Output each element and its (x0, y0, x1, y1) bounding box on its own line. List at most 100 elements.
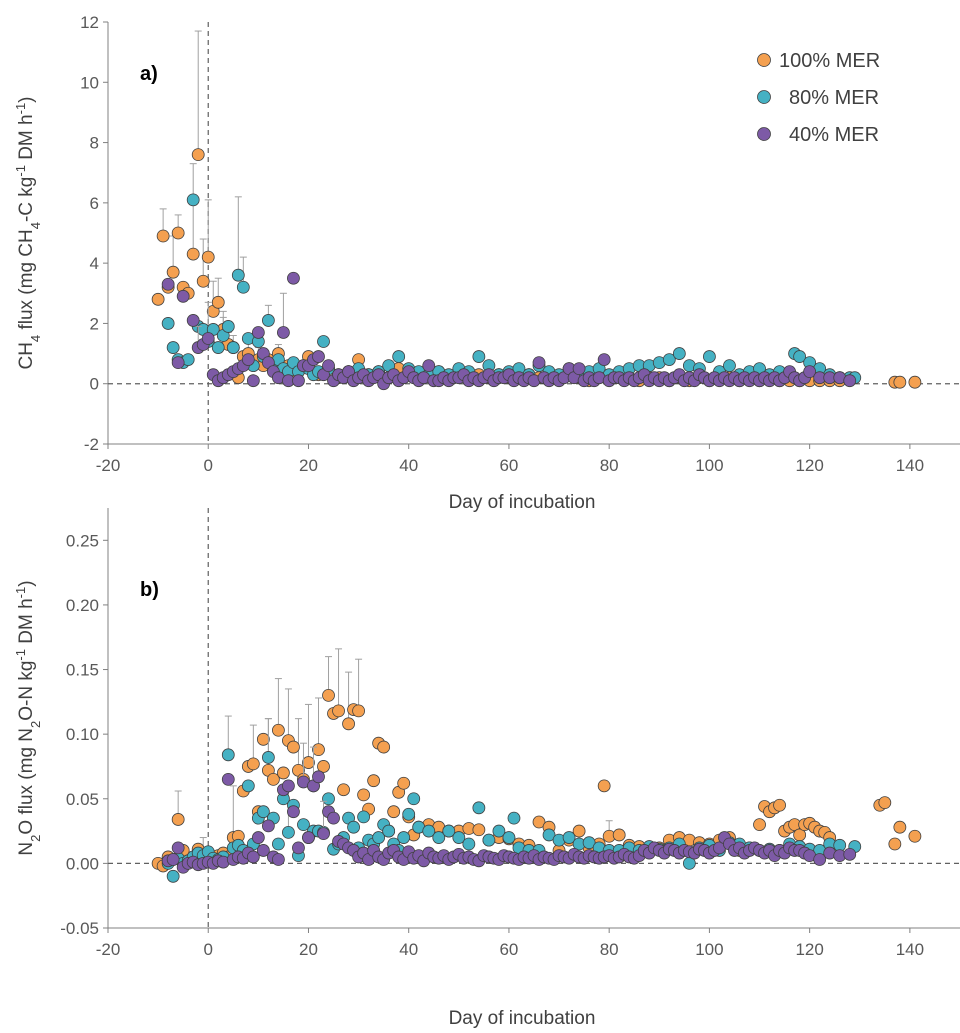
data-point (878, 796, 892, 810)
y-tick-label: -2 (84, 435, 99, 454)
data-point (317, 335, 330, 348)
x-tick-label: 0 (204, 940, 213, 959)
data-point (292, 374, 305, 388)
data-point (226, 341, 240, 354)
data-point (397, 776, 411, 790)
panel-label: a) (140, 63, 158, 85)
data-point (422, 824, 436, 838)
x-tick-label: 20 (299, 940, 318, 959)
data-point (472, 350, 486, 363)
x-tick-label: 60 (499, 940, 518, 959)
y-tick-label: 0.20 (66, 596, 99, 615)
y-tick-label: 6 (90, 194, 99, 213)
data-point (322, 792, 335, 806)
data-point (507, 811, 521, 825)
y-tick-label: 0.25 (66, 531, 99, 550)
data-point (241, 779, 255, 793)
data-point (231, 268, 245, 282)
y-tick-label: 0.15 (66, 661, 99, 680)
data-point (171, 226, 185, 240)
data-point (211, 341, 225, 354)
data-point (793, 350, 807, 363)
legend-label: 40% MER (789, 124, 879, 146)
data-point (186, 193, 200, 207)
data-point (312, 350, 325, 363)
data-point (813, 853, 827, 866)
data-point (893, 375, 907, 389)
data-point (186, 247, 200, 261)
legend: 100% MER 80% MER 40% MER (757, 50, 880, 146)
data-point (246, 757, 260, 771)
data-point (161, 277, 175, 291)
data-point (582, 836, 596, 850)
data-point (357, 788, 371, 802)
data-point (382, 824, 396, 838)
data-point (888, 837, 902, 851)
data-point (422, 359, 436, 373)
data-point (492, 824, 506, 838)
data-point (156, 229, 170, 243)
data-point (287, 740, 300, 754)
x-tick-label: -20 (96, 456, 121, 475)
data-point (387, 805, 401, 819)
data-point (342, 717, 355, 731)
x-tick-label: 80 (600, 456, 619, 475)
data-point (803, 365, 817, 379)
data-point (332, 704, 345, 718)
data-point (372, 831, 386, 844)
data-point (442, 824, 456, 838)
data-point (357, 810, 371, 824)
data-point (452, 831, 466, 844)
series-40-mer (161, 271, 857, 391)
y-axis-title: CH4 flux (mg CH4-C kg-1 DM h-1) (13, 96, 43, 369)
data-point (322, 359, 335, 373)
y-tick-label: 0.05 (66, 790, 99, 809)
data-point (171, 813, 185, 826)
x-tick-label: -20 (96, 940, 121, 959)
data-point (277, 766, 290, 780)
data-point (166, 869, 180, 883)
y-tick-label: 0.10 (66, 725, 99, 744)
legend-label: 100% MER (779, 50, 880, 72)
data-point (266, 772, 280, 786)
data-point (908, 829, 922, 843)
x-tick-label: 140 (896, 456, 924, 475)
data-point (612, 828, 626, 842)
data-point (773, 798, 786, 812)
data-point (176, 289, 190, 303)
data-point (287, 271, 300, 285)
x-tick-label: 80 (600, 940, 619, 959)
legend-label: 80% MER (789, 87, 879, 109)
data-point (256, 732, 270, 746)
data-point (352, 704, 365, 718)
data-point (317, 827, 330, 841)
y-tick-label: 8 (90, 134, 99, 153)
data-point (151, 292, 165, 306)
data-point (542, 828, 556, 842)
data-point (211, 295, 225, 309)
data-point (532, 815, 546, 829)
data-point (161, 317, 175, 330)
data-point (327, 811, 340, 825)
data-point (277, 326, 290, 339)
data-point (251, 831, 265, 844)
y-tick-label: 4 (90, 254, 99, 273)
data-point (292, 841, 305, 855)
data-point (908, 375, 922, 389)
x-tick-label: 120 (795, 940, 823, 959)
y-axis-title: N2O flux (mg N2O-N kg-1 DM h-1) (13, 580, 43, 855)
data-point (282, 779, 295, 793)
chart-panel-2: -20 0 20 40 60 80 100 120 140 -0.05 0.00 0.05 0.10 0.… (13, 508, 960, 1029)
data-point (236, 280, 250, 294)
data-point (271, 837, 285, 851)
data-point (166, 853, 180, 866)
data-point (261, 314, 275, 327)
data-point (392, 350, 406, 363)
x-tick-label: 120 (795, 456, 823, 475)
y-tick-label: 0.00 (66, 854, 99, 873)
x-tick-label: 60 (499, 456, 518, 475)
data-point (472, 801, 486, 815)
x-tick-label: 40 (399, 456, 418, 475)
data-point (397, 831, 411, 844)
data-point (196, 274, 210, 288)
